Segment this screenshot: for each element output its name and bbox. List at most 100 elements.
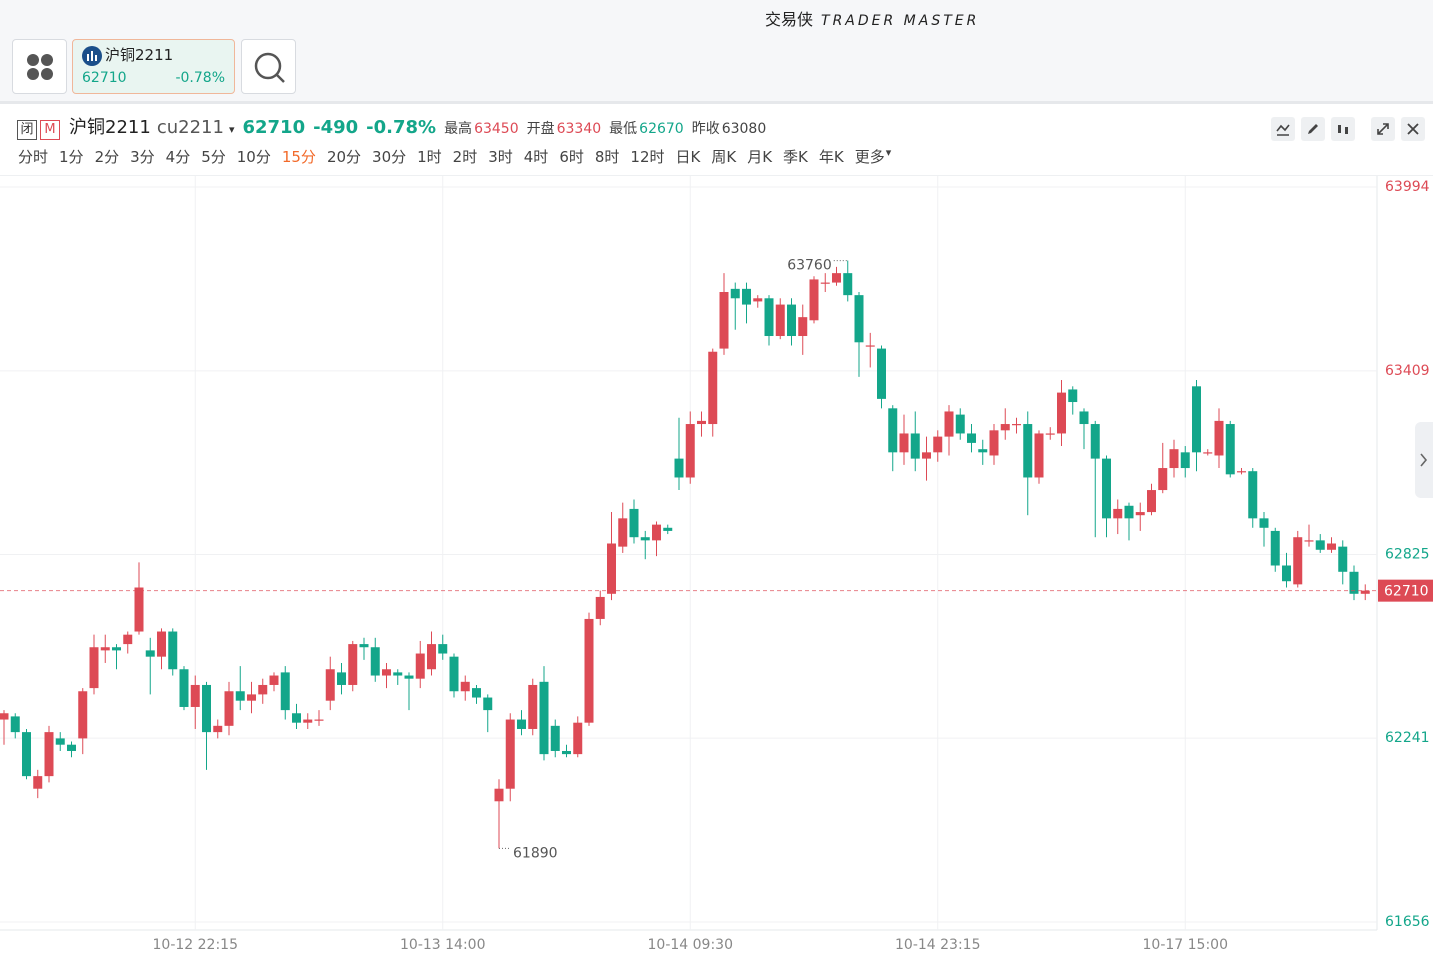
menu-button[interactable]	[12, 39, 67, 94]
candle-body	[1090, 424, 1100, 459]
tool-icon	[1308, 124, 1318, 134]
tab-price: 62710	[82, 70, 127, 86]
candle-body	[100, 647, 110, 651]
candle-body	[1349, 571, 1359, 594]
symbol-tab[interactable]: 沪铜2211 62710 -0.78%	[72, 39, 235, 94]
candle-body	[787, 304, 796, 337]
candle-body	[1147, 490, 1156, 513]
candle-body	[877, 348, 886, 399]
period-button[interactable]: 15分	[281, 148, 316, 166]
period-button[interactable]: 12时	[630, 148, 665, 166]
candle-body	[505, 719, 515, 789]
x-tick-label: 10-14 23:15	[895, 937, 980, 953]
quote-name: 沪铜2211	[69, 117, 151, 138]
candle-body	[337, 672, 346, 685]
candle-body	[157, 631, 166, 657]
tool-icon	[1377, 123, 1389, 135]
candle-body	[955, 414, 965, 434]
candle-body	[1360, 590, 1370, 594]
candle-body	[1293, 537, 1303, 585]
chart: 61656 62241 62825 63409 63994 10-12 22:15 10-1…	[0, 176, 1433, 953]
candle-body	[1169, 449, 1179, 469]
stats: 最高 63450 开盘 63340 最低 62670 昨收 63080	[436, 118, 766, 138]
candle-body	[1248, 471, 1258, 519]
period-button[interactable]: 20分	[326, 148, 362, 166]
stat-value: 63080	[721, 121, 767, 137]
period-button[interactable]: 周K	[711, 148, 737, 166]
period-button[interactable]: 6时	[559, 148, 584, 166]
candle-body	[854, 295, 864, 343]
candle-body	[202, 684, 211, 733]
period-button[interactable]: 1分	[59, 148, 84, 166]
tool-button[interactable]	[1331, 117, 1355, 141]
period-button[interactable]: 日K	[675, 148, 701, 166]
candle-body	[618, 518, 628, 547]
logo-cn: 交易侠	[765, 10, 814, 29]
candle-body	[449, 656, 459, 692]
period-button[interactable]: 5分	[201, 148, 226, 166]
side-toggle[interactable]	[1415, 422, 1433, 498]
period-button[interactable]: 月K	[747, 148, 773, 166]
period-button[interactable]: 3时	[488, 148, 513, 166]
tool-icon	[1338, 125, 1348, 134]
tab-change: -0.78%	[175, 70, 225, 86]
side-icon	[1420, 453, 1428, 467]
period-button[interactable]: 更多	[854, 148, 885, 166]
candle-body	[292, 713, 301, 723]
candle-body	[314, 719, 324, 721]
period-button[interactable]: 年K	[818, 148, 844, 166]
candle-body	[753, 298, 763, 302]
candle-body	[1158, 468, 1168, 491]
quote-code[interactable]: cu2211	[156, 117, 224, 138]
status-tag: 闭	[17, 120, 37, 140]
candle-body	[1180, 452, 1190, 469]
candle-body	[269, 675, 279, 685]
candle-body	[33, 776, 43, 789]
candle-body	[888, 408, 898, 453]
candle-body	[303, 719, 313, 723]
tool-button[interactable]	[1271, 117, 1295, 141]
candle-body	[730, 288, 740, 299]
stat-label: 最高	[444, 121, 473, 137]
search-button[interactable]	[241, 39, 296, 94]
period-button[interactable]: 4时	[523, 148, 549, 166]
x-tick-label: 10-12 22:15	[153, 937, 238, 953]
stat-label: 开盘	[526, 121, 555, 137]
period-button[interactable]: 3分	[130, 148, 155, 166]
candle-body	[10, 716, 20, 733]
candle-body	[1113, 508, 1123, 519]
candle-body	[472, 688, 481, 698]
period-button[interactable]: 2分	[94, 148, 120, 166]
tool-button[interactable]	[1301, 117, 1325, 141]
logo-en: TRADER MASTER	[821, 13, 980, 29]
period-button[interactable]: 8时	[594, 148, 620, 166]
candle-body	[820, 282, 830, 284]
candle-body	[224, 691, 234, 726]
candle-body	[134, 587, 144, 632]
candle-body	[1057, 392, 1066, 434]
period-button[interactable]: 2时	[452, 148, 478, 166]
tool-button[interactable]	[1401, 117, 1425, 141]
period-button[interactable]: 1时	[417, 148, 442, 166]
candle-body	[415, 653, 425, 679]
tool-button[interactable]	[1371, 117, 1395, 141]
period-button[interactable]: 分时	[18, 148, 49, 166]
logo: 交易侠 TRADER MASTER	[765, 6, 979, 30]
candle-body	[280, 672, 290, 711]
candle-body	[1259, 518, 1269, 528]
candle-body	[517, 719, 526, 729]
y-tick-label: 61656	[1385, 914, 1430, 930]
period-button[interactable]: 10分	[236, 148, 271, 166]
candle-body	[663, 527, 673, 531]
period-button[interactable]: 季K	[783, 148, 808, 166]
period-button[interactable]: 30分	[372, 148, 407, 166]
period-button[interactable]: 4分	[165, 148, 191, 166]
toolbar	[1265, 117, 1425, 141]
y-tick-label: 62241	[1385, 730, 1430, 746]
candle-body	[55, 738, 65, 745]
candle-body	[550, 725, 560, 751]
last-price-label: 62710	[1384, 584, 1429, 600]
candle-body	[1192, 386, 1201, 453]
candle-body	[1124, 505, 1134, 519]
